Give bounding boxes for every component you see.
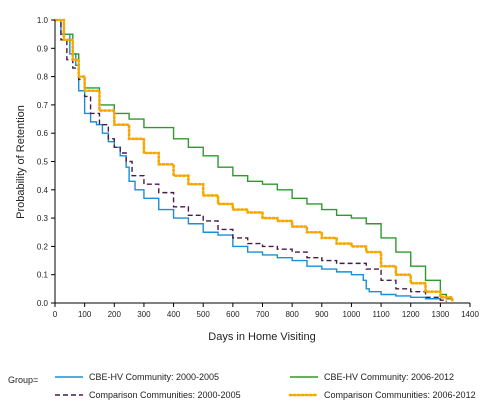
x-tick-label: 900 xyxy=(315,310,329,319)
plot-area xyxy=(53,18,454,303)
x-tick-label: 1200 xyxy=(402,310,420,319)
x-tick-label: 1400 xyxy=(461,310,479,319)
series-line-3 xyxy=(55,19,447,302)
x-axis-ticks: 0 100 200 300 400 500 600 700 800 900 1000 1100 1200… xyxy=(53,303,479,319)
x-tick-label: 1100 xyxy=(372,310,390,319)
x-tick-label: 300 xyxy=(137,310,151,319)
legend-label-4: Comparison Communities: 2006-2012 xyxy=(324,390,476,400)
series-line-2 xyxy=(55,19,453,301)
y-tick-label: 0.5 xyxy=(37,158,49,167)
y-tick-label: 0.6 xyxy=(37,129,49,138)
y-tick-label: 1.0 xyxy=(37,16,49,25)
x-tick-label: 500 xyxy=(197,310,211,319)
x-tick-label: 400 xyxy=(167,310,181,319)
x-tick-label: 1000 xyxy=(343,310,361,319)
y-tick-label: 0.1 xyxy=(37,271,49,280)
axes xyxy=(54,20,470,304)
x-axis-title: Days in Home Visiting xyxy=(208,331,315,343)
legend: Group= CBE-HV Community: 2000-2005 CBE-HV… xyxy=(8,372,476,400)
legend-label-2: CBE-HV Community: 2006-2012 xyxy=(324,372,454,382)
legend-title: Group= xyxy=(8,375,38,385)
y-axis-title: Probability of Retention xyxy=(15,105,27,219)
x-tick-label: 700 xyxy=(256,310,270,319)
x-tick-label: 600 xyxy=(226,310,240,319)
y-tick-label: 0.2 xyxy=(37,242,49,251)
y-tick-label: 0.4 xyxy=(37,186,49,195)
x-tick-label: 0 xyxy=(53,310,58,319)
x-tick-label: 1300 xyxy=(431,310,449,319)
legend-label-3: Comparison Communities: 2000-2005 xyxy=(89,390,241,400)
y-tick-label: 0.3 xyxy=(37,214,49,223)
y-tick-label: 0.8 xyxy=(37,73,49,82)
y-axis-ticks: 0.0 0.1 0.2 0.3 0.4 0.5 0.6 0.7 0.8 0.9 1.0 xyxy=(37,16,55,308)
y-tick-label: 0.0 xyxy=(37,299,49,308)
series-line-4 xyxy=(53,18,454,303)
series-line-1 xyxy=(55,19,442,301)
y-tick-label: 0.7 xyxy=(37,101,49,110)
x-tick-label: 200 xyxy=(108,310,122,319)
x-tick-label: 800 xyxy=(285,310,299,319)
legend-label-1: CBE-HV Community: 2000-2005 xyxy=(89,372,219,382)
x-tick-label: 100 xyxy=(78,310,92,319)
y-tick-label: 0.9 xyxy=(37,44,49,53)
